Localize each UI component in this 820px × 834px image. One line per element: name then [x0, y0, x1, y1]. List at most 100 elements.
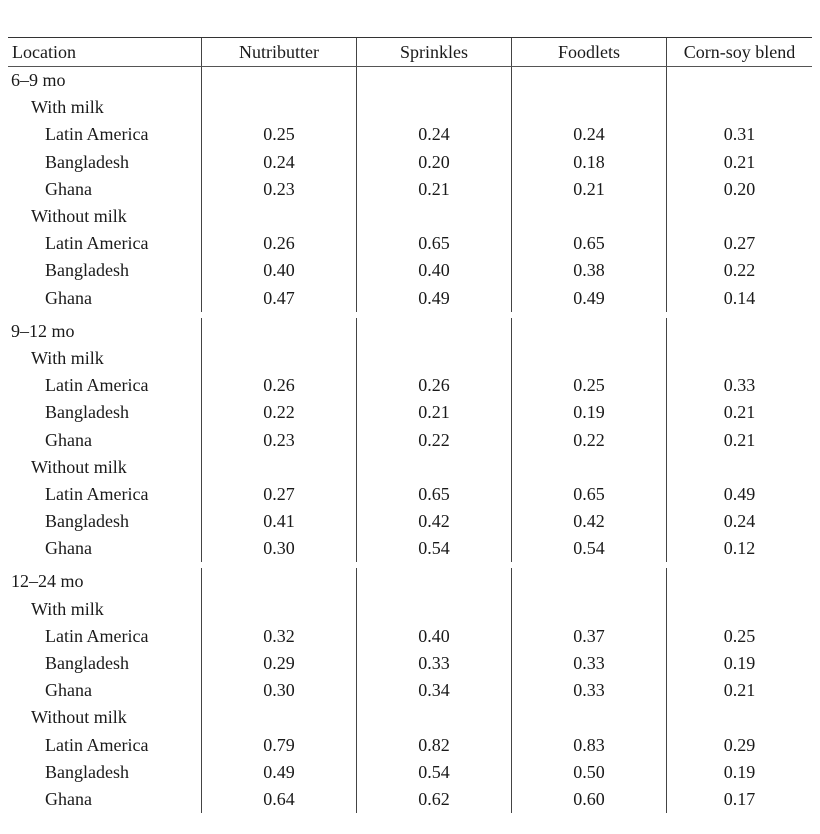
- value-cell: 0.49: [723, 483, 756, 504]
- location-cell: Latin America: [8, 622, 202, 650]
- header-foodlets: Foodlets: [512, 38, 667, 66]
- empty-cell: [357, 595, 512, 623]
- value-cell: 0.19: [723, 761, 756, 782]
- empty-cell: [357, 704, 512, 732]
- table-row: Latin America 0.26 0.65 0.65 0.27: [8, 230, 812, 258]
- value-cell: 0.29: [202, 649, 357, 678]
- empty-cell: [512, 595, 667, 623]
- value-cell: 0.27: [202, 480, 357, 508]
- value-cell: 0.21: [512, 175, 667, 203]
- value-cell: 0.12: [723, 538, 756, 559]
- value-cell: 0.49: [202, 758, 357, 786]
- table-row: Latin America 0.32 0.40 0.37 0.25: [8, 622, 812, 650]
- value-cell: 0.40: [202, 257, 357, 285]
- value-cell: 0.14: [723, 287, 756, 308]
- milk-subgroup-label: Without milk: [8, 704, 202, 732]
- value-cell: 0.42: [357, 508, 512, 536]
- header-corn-soy-blend: Corn-soy blend: [683, 41, 796, 62]
- value-cell: 0.34: [357, 677, 512, 705]
- milk-subgroup-label: With milk: [8, 595, 202, 623]
- value-cell: 0.33: [512, 677, 667, 705]
- subgroup-row: Without milk: [8, 704, 812, 732]
- value-cell: 0.33: [512, 649, 667, 678]
- table-body: 6–9 mo With milk Latin America 0.25 0.24 0.24…: [8, 67, 812, 814]
- table-row: Latin America 0.25 0.24 0.24 0.31: [8, 121, 812, 149]
- location-cell: Latin America: [8, 372, 202, 400]
- location-cell: Ghana: [8, 535, 202, 563]
- empty-cell: [512, 344, 667, 373]
- value-cell: 0.21: [723, 151, 756, 172]
- group-row: 12–24 mo: [8, 568, 812, 596]
- empty-cell: [667, 454, 812, 481]
- value-cell: 0.79: [202, 731, 357, 759]
- milk-subgroup-label: With milk: [8, 344, 202, 373]
- value-cell: 0.40: [357, 257, 512, 285]
- value-cell: 0.23: [202, 426, 357, 454]
- subgroup-row: With milk: [8, 344, 812, 373]
- empty-cell: [512, 704, 667, 732]
- empty-cell: [512, 94, 667, 122]
- table-row: Ghana 0.23 0.22 0.22 0.21: [8, 426, 812, 454]
- value-cell: 0.25: [512, 372, 667, 400]
- empty-cell: [667, 318, 812, 345]
- value-cell: 0.49: [357, 284, 512, 312]
- empty-cell: [357, 67, 512, 95]
- table-row: Latin America 0.27 0.65 0.65 0.49: [8, 480, 812, 508]
- value-cell: 0.20: [357, 148, 512, 176]
- location-cell: Latin America: [8, 230, 202, 258]
- location-cell: Ghana: [8, 284, 202, 312]
- empty-cell: [202, 704, 357, 732]
- value-cell: 0.22: [357, 426, 512, 454]
- empty-cell: [512, 317, 667, 345]
- table-row: Bangladesh 0.24 0.20 0.18 0.21: [8, 148, 812, 176]
- value-cell: 0.24: [512, 121, 667, 149]
- value-cell: 0.38: [512, 257, 667, 285]
- table-row: Ghana 0.30 0.54 0.54 0.12: [8, 535, 812, 563]
- value-cell: 0.27: [723, 233, 756, 254]
- table-row: Ghana 0.23 0.21 0.21 0.20: [8, 175, 812, 203]
- empty-cell: [667, 345, 812, 372]
- data-table: Location Nutributter Sprinkles Foodlets …: [8, 37, 812, 814]
- location-cell: Bangladesh: [8, 758, 202, 786]
- empty-cell: [357, 94, 512, 122]
- empty-cell: [667, 596, 812, 623]
- subgroup-row: With milk: [8, 94, 812, 122]
- value-cell: 0.50: [512, 758, 667, 786]
- empty-cell: [202, 202, 357, 231]
- value-cell: 0.31: [723, 124, 756, 145]
- value-cell: 0.47: [202, 284, 357, 312]
- empty-cell: [512, 202, 667, 231]
- location-cell: Bangladesh: [8, 399, 202, 427]
- value-cell: 0.54: [512, 535, 667, 563]
- value-cell: 0.62: [357, 785, 512, 814]
- value-cell: 0.19: [512, 399, 667, 427]
- value-cell: 0.49: [512, 284, 667, 312]
- group-row: 6–9 mo: [8, 67, 812, 95]
- empty-cell: [357, 453, 512, 481]
- empty-cell: [512, 568, 667, 596]
- value-cell: 0.22: [512, 426, 667, 454]
- value-cell: 0.65: [512, 480, 667, 508]
- value-cell: 0.24: [723, 511, 756, 532]
- group-row: 9–12 mo: [8, 317, 812, 345]
- header-location: Location: [8, 38, 202, 66]
- empty-cell: [202, 568, 357, 596]
- milk-subgroup-label: Without milk: [8, 202, 202, 231]
- table-row: Ghana 0.30 0.34 0.33 0.21: [8, 677, 812, 705]
- value-cell: 0.21: [723, 680, 756, 701]
- value-cell: 0.22: [723, 260, 756, 281]
- value-cell: 0.54: [357, 535, 512, 563]
- table-row: Bangladesh 0.22 0.21 0.19 0.21: [8, 399, 812, 427]
- value-cell: 0.26: [357, 372, 512, 400]
- empty-cell: [202, 344, 357, 373]
- subgroup-row: Without milk: [8, 453, 812, 481]
- empty-cell: [202, 453, 357, 481]
- value-cell: 0.54: [357, 758, 512, 786]
- table-header-row: Location Nutributter Sprinkles Foodlets …: [8, 38, 812, 66]
- value-cell: 0.21: [357, 399, 512, 427]
- value-cell: 0.37: [512, 622, 667, 650]
- location-cell: Ghana: [8, 426, 202, 454]
- empty-cell: [202, 67, 357, 95]
- empty-cell: [512, 453, 667, 481]
